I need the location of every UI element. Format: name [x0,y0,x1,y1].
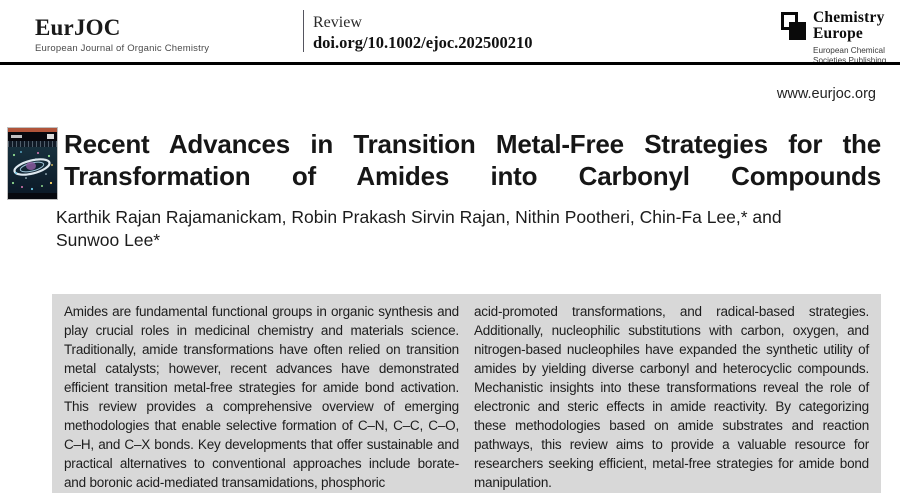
abstract-column-2: acid-promoted transformations, and radic… [474,304,869,490]
chemistry-europe-logo-icon [781,12,811,44]
masthead-rule [0,62,900,65]
article-type-label: Review [313,14,362,31]
publisher-block: Chemistry Europe European Chemical Socie… [781,10,891,65]
cover-art [8,147,57,193]
publisher-name-line1: Chemistry [813,9,885,26]
cover-bottom-bar [8,193,57,199]
journal-website-link[interactable]: www.eurjoc.org [776,86,876,102]
cover-header-band [8,132,57,141]
journal-name: European Journal of Organic Chemistry [35,43,210,54]
cover-band-logo-mark [47,133,54,139]
article-title: Recent Advances in Transition Metal-Free… [64,129,881,191]
cover-text-rows [8,141,57,147]
masthead-divider [303,10,304,52]
journal-cover-thumbnail [8,128,57,199]
publisher-subtitle: European Chemical Societies Publishing [813,46,891,65]
cover-band-title-mark [11,135,22,138]
journal-brand: EurJOC European Journal of Organic Chemi… [35,15,210,55]
article-meta: Review doi.org/10.1002/ejoc.202500210 [313,13,533,53]
cover-top-bar [8,128,57,132]
publisher-name-line2: Europe [813,24,864,42]
publisher-subtitle-line1: European Chemical [813,46,885,55]
publisher-text: Chemistry Europe European Chemical Socie… [813,10,891,65]
abstract-box: Amides are fundamental functional groups… [52,294,881,493]
logo-solid-square [789,22,806,40]
publisher-subtitle-line2: Societies Publishing [813,55,887,65]
author-list: Karthik Rajan Rajamanickam, Robin Prakas… [56,207,782,250]
publisher-name: Chemistry Europe [813,10,891,41]
doi-link[interactable]: doi.org/10.1002/ejoc.202500210 [313,33,533,52]
abstract-column-1: Amides are fundamental functional groups… [64,304,459,490]
journal-abbrev: EurJOC [35,15,121,40]
